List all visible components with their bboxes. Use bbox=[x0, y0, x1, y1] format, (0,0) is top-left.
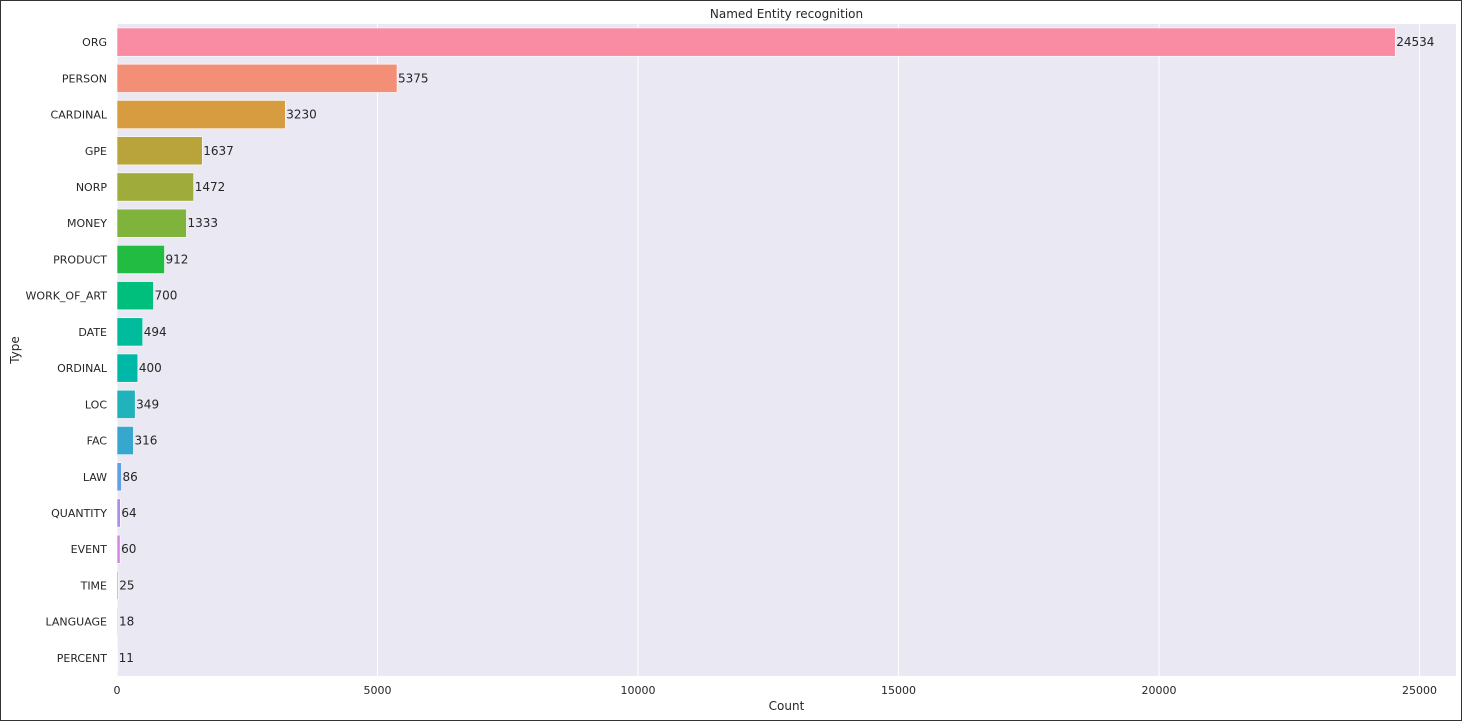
y-tick-label: WORK_OF_ART bbox=[26, 290, 108, 303]
bar-work-of-art bbox=[116, 281, 154, 311]
x-tick-label: 5000 bbox=[364, 684, 392, 697]
y-tick-label: ORG bbox=[82, 36, 107, 49]
y-tick-label: CARDINAL bbox=[51, 109, 108, 122]
data-label: 349 bbox=[136, 397, 159, 411]
data-label: 494 bbox=[144, 325, 167, 339]
data-label: 400 bbox=[139, 361, 162, 375]
y-tick-label: LOC bbox=[85, 398, 107, 411]
data-label: 5375 bbox=[398, 71, 429, 85]
y-axis-label: Type bbox=[8, 336, 22, 365]
bar-product bbox=[116, 245, 165, 274]
bar-law bbox=[116, 462, 122, 492]
bar-loc bbox=[116, 389, 136, 419]
bar-ordinal bbox=[116, 353, 139, 383]
x-tick-label: 25000 bbox=[1402, 684, 1437, 697]
y-tick-label: MONEY bbox=[67, 217, 107, 230]
bar-fac bbox=[116, 426, 134, 455]
data-labels: 24534 5375 3230 1637 1472 1333 912 700 494 400 349… bbox=[119, 35, 1435, 665]
bar-time bbox=[116, 571, 119, 600]
bar-language bbox=[116, 607, 119, 637]
bars bbox=[116, 27, 1396, 673]
data-label: 24534 bbox=[1396, 35, 1434, 49]
data-label: 1637 bbox=[203, 144, 234, 158]
x-axis-label: Count bbox=[769, 699, 805, 713]
bar-cardinal bbox=[116, 100, 286, 129]
plot-area bbox=[117, 24, 1456, 676]
y-tick-label: FAC bbox=[87, 435, 108, 448]
y-tick-label: PRODUCT bbox=[53, 253, 107, 266]
data-label: 11 bbox=[119, 651, 134, 665]
bar-org bbox=[116, 27, 1396, 57]
data-label: 700 bbox=[154, 289, 177, 303]
data-label: 60 bbox=[121, 542, 136, 556]
y-tick-label: EVENT bbox=[71, 543, 108, 556]
bar-quantity bbox=[116, 498, 121, 528]
y-tick-label: QUANTITY bbox=[51, 507, 107, 520]
bar-event bbox=[116, 534, 121, 564]
data-label: 1472 bbox=[195, 180, 226, 194]
x-tick-label: 10000 bbox=[621, 684, 656, 697]
gridlines bbox=[116, 24, 1421, 676]
x-tick-label: 0 bbox=[114, 684, 121, 697]
y-tick-label: NORP bbox=[76, 181, 108, 194]
bar-gpe bbox=[116, 136, 203, 166]
y-tick-label: PERCENT bbox=[57, 652, 108, 665]
data-label: 86 bbox=[122, 470, 137, 484]
x-tick-label: 15000 bbox=[881, 684, 916, 697]
data-label: 64 bbox=[121, 506, 136, 520]
chart-title: Named Entity recognition bbox=[710, 7, 863, 21]
data-label: 1333 bbox=[187, 216, 218, 230]
y-tick-label: PERSON bbox=[62, 72, 107, 85]
bar-money bbox=[116, 208, 187, 238]
data-label: 18 bbox=[119, 615, 134, 629]
data-label: 316 bbox=[134, 434, 157, 448]
bar-person bbox=[116, 63, 398, 93]
bar-norp bbox=[116, 172, 194, 202]
bar-date bbox=[116, 317, 144, 347]
y-tick-labels: ORG PERSON CARDINAL GPE NORP MONEY PRODUCT WORK… bbox=[26, 36, 108, 665]
x-tick-label: 20000 bbox=[1142, 684, 1177, 697]
y-tick-label: LANGUAGE bbox=[45, 616, 107, 629]
bar-percent bbox=[116, 643, 118, 673]
y-tick-label: GPE bbox=[85, 145, 107, 158]
y-tick-label: TIME bbox=[80, 579, 107, 592]
y-tick-label: LAW bbox=[83, 471, 107, 484]
y-tick-label: DATE bbox=[78, 326, 107, 339]
data-label: 912 bbox=[166, 252, 189, 266]
data-label: 3230 bbox=[286, 108, 317, 122]
x-tick-labels: 0 5000 10000 15000 20000 25000 bbox=[114, 684, 1438, 697]
data-label: 25 bbox=[119, 578, 134, 592]
y-tick-label: ORDINAL bbox=[57, 362, 108, 375]
